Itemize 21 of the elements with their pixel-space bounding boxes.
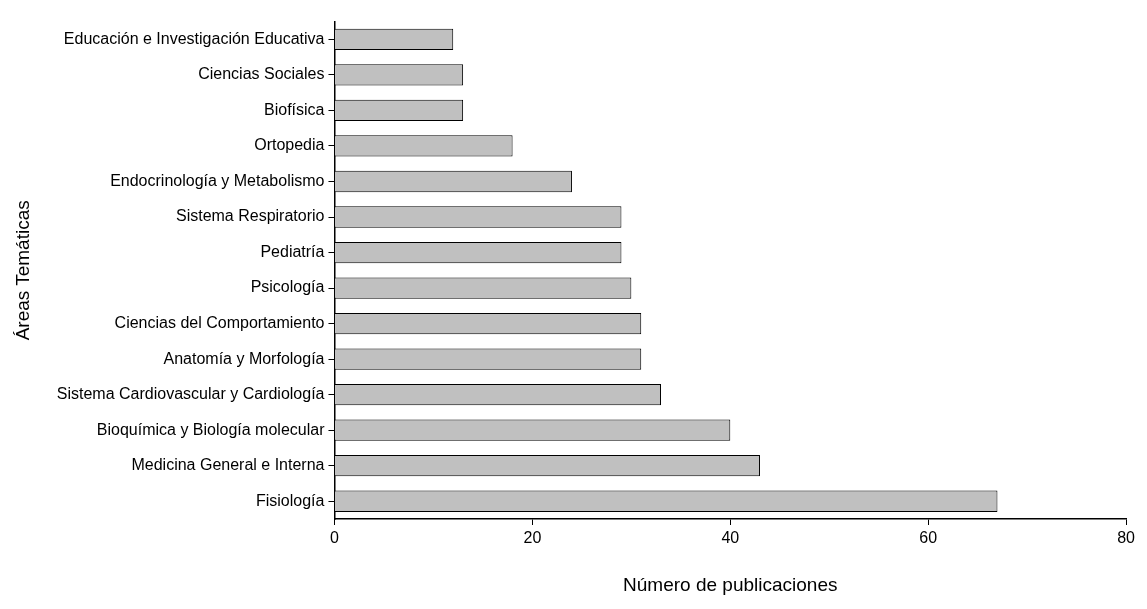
y-tick-label: Biofísica [264, 100, 325, 118]
y-tick-label: Ortopedia [254, 136, 325, 154]
y-tick-label: Ciencias del Comportamiento [114, 314, 325, 331]
x-tick-label: 40 [721, 529, 740, 547]
y-tick-label: Ciencias Sociales [198, 65, 325, 83]
x-axis-title: Número de publicaciones [623, 573, 838, 595]
y-tick-label: Pediatría [260, 242, 325, 260]
y-tick-label: Sistema Cardiovascular y Cardiología [56, 385, 325, 403]
y-tick-label: Psicología [250, 278, 325, 296]
x-tick-label: 0 [330, 529, 340, 547]
y-tick-label: Fisiología [255, 491, 325, 509]
x-tick-label: 60 [919, 529, 938, 547]
x-tick-label: 80 [1117, 529, 1136, 547]
y-tick-label: Sistema Respiratorio [175, 207, 325, 225]
y-tick-label: Anatomía y Morfología [163, 349, 325, 367]
y-tick-label: Bioquímica y Biología molecular [96, 420, 326, 438]
y-axis-title: Áreas Temáticas [11, 200, 33, 341]
x-tick-label: 20 [523, 529, 542, 547]
y-tick-label: Medicina General e Interna [131, 456, 325, 474]
y-tick-label: Endocrinología y Metabolismo [110, 171, 325, 189]
y-tick-label: Educación e Investigación Educativa [63, 29, 325, 47]
